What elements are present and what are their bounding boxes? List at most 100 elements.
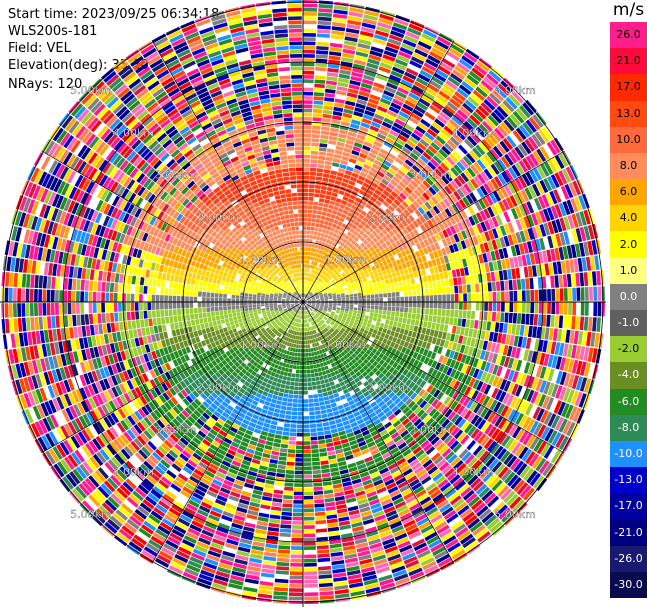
ppi-gate bbox=[252, 432, 260, 438]
ppi-gate bbox=[185, 531, 199, 541]
ppi-gate bbox=[357, 353, 363, 359]
ppi-gate bbox=[288, 440, 296, 445]
ppi-gate bbox=[259, 434, 267, 441]
ppi-gate bbox=[428, 396, 436, 405]
ppi-gate bbox=[285, 332, 289, 337]
ppi-gate bbox=[238, 498, 250, 505]
ppi-gate bbox=[240, 534, 254, 541]
ppi-gate bbox=[348, 332, 353, 337]
ppi-gate bbox=[318, 397, 324, 402]
ppi-gate bbox=[375, 350, 381, 357]
ppi-gate bbox=[334, 335, 339, 340]
ppi-gate bbox=[197, 445, 207, 454]
ppi-gate bbox=[165, 316, 170, 324]
ppi-gate bbox=[299, 310, 301, 315]
ppi-gate bbox=[265, 479, 275, 485]
ppi-gate bbox=[417, 492, 429, 502]
ppi-gate bbox=[224, 268, 230, 274]
ppi-gate bbox=[341, 366, 347, 372]
ppi-gate bbox=[319, 375, 324, 381]
ppi-gate bbox=[566, 421, 576, 437]
ppi-gate bbox=[221, 441, 231, 449]
ppi-gate bbox=[121, 525, 135, 537]
ppi-gate bbox=[507, 382, 515, 394]
ppi-gate bbox=[489, 498, 503, 511]
ppi-gate bbox=[305, 340, 308, 345]
ppi-gate bbox=[156, 317, 162, 325]
ppi-gate bbox=[327, 450, 336, 456]
ppi-gate bbox=[315, 410, 321, 415]
ppi-gate bbox=[378, 574, 393, 582]
ppi-gate bbox=[466, 337, 472, 346]
ppi-gate bbox=[321, 329, 326, 334]
ppi-gate bbox=[291, 541, 303, 546]
ppi-gate bbox=[232, 312, 237, 317]
ppi-gate bbox=[211, 331, 216, 337]
ppi-gate bbox=[109, 312, 115, 323]
ppi-gate bbox=[291, 352, 295, 357]
ppi-gate bbox=[59, 303, 64, 315]
ppi-gate bbox=[291, 316, 295, 321]
ppi-gate bbox=[147, 302, 152, 311]
ppi-gate bbox=[432, 315, 437, 323]
ppi-gate bbox=[345, 321, 350, 325]
ppi-gate bbox=[293, 491, 303, 496]
ppi-gate bbox=[430, 469, 441, 479]
ppi-gate bbox=[257, 308, 262, 312]
ppi-gate bbox=[72, 278, 77, 291]
ppi-gate bbox=[184, 568, 199, 577]
ppi-gate bbox=[360, 362, 366, 368]
ppi-gate bbox=[147, 310, 152, 319]
ppi-gate bbox=[394, 350, 401, 357]
ppi-gate bbox=[427, 486, 439, 496]
ppi-gate bbox=[47, 316, 52, 329]
ppi-gate bbox=[470, 310, 476, 320]
ppi-gate bbox=[193, 296, 198, 302]
ppi-gate bbox=[380, 534, 394, 542]
ppi-gate bbox=[521, 401, 530, 414]
ppi-gate bbox=[311, 303, 316, 306]
ppi-gate bbox=[160, 496, 173, 507]
ppi-gate bbox=[380, 318, 386, 324]
ppi-gate bbox=[134, 509, 147, 520]
ppi-gate bbox=[555, 385, 563, 399]
ppi-gate bbox=[464, 355, 471, 365]
ppi-gate bbox=[415, 433, 424, 442]
ppi-gate bbox=[426, 350, 433, 358]
ppi-gate bbox=[317, 389, 323, 394]
ppi-gate bbox=[498, 322, 504, 333]
ppi-gate bbox=[224, 318, 230, 323]
ppi-gate bbox=[248, 421, 257, 428]
ppi-gate bbox=[300, 311, 302, 315]
ppi-gate bbox=[328, 530, 340, 536]
ppi-gate bbox=[296, 323, 299, 327]
ppi-gate bbox=[151, 302, 156, 310]
ppi-gate bbox=[231, 294, 236, 299]
ppi-gate bbox=[337, 338, 342, 343]
ppi-gate bbox=[472, 445, 483, 456]
ppi-gate bbox=[291, 529, 303, 534]
ppi-gate bbox=[397, 322, 402, 328]
ppi-gate bbox=[210, 482, 221, 491]
ppi-gate bbox=[131, 537, 145, 549]
ppi-gate bbox=[26, 317, 31, 331]
ppi-gate bbox=[294, 382, 299, 387]
ppi-gate bbox=[160, 476, 172, 486]
ppi-gate bbox=[449, 359, 457, 369]
ppi-gate bbox=[377, 314, 382, 319]
ppi-gate bbox=[340, 357, 346, 362]
ppi-gate bbox=[315, 346, 319, 351]
ppi-gate bbox=[337, 377, 344, 383]
ppi-gate bbox=[105, 292, 110, 302]
ppi-gate bbox=[249, 466, 259, 473]
ppi-gate bbox=[376, 486, 387, 494]
ppi-gate bbox=[467, 518, 481, 530]
ppi-gate bbox=[420, 363, 427, 371]
ppi-gate bbox=[461, 451, 472, 462]
ppi-gate bbox=[359, 471, 370, 478]
ppi-gate bbox=[289, 315, 293, 320]
ppi-gate bbox=[292, 348, 296, 352]
ppi-gate bbox=[217, 418, 225, 426]
ppi-gate bbox=[165, 453, 176, 463]
ppi-gate bbox=[202, 474, 213, 482]
